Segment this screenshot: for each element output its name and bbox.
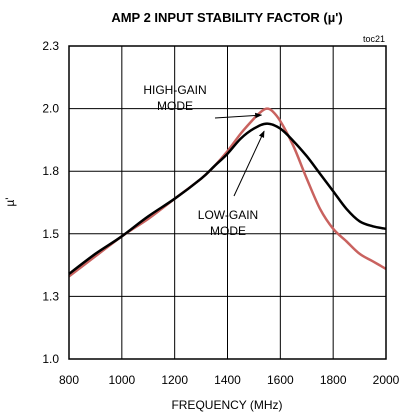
annotations: HIGH-GAIN MODE LOW-GAIN MODE (143, 83, 265, 238)
y-tick-label: 1.5 (42, 227, 59, 241)
plot-frame (68, 45, 387, 360)
x-tick-label: 1200 (161, 373, 188, 387)
x-tick-labels: 800 1000 1200 1400 1600 1800 2000 (59, 373, 400, 387)
x-tick-label: 1000 (108, 373, 135, 387)
series-layer (68, 107, 387, 278)
annotation-arrow (214, 112, 263, 119)
y-tick-label: 2.3 (42, 39, 59, 53)
x-tick-label: 1400 (214, 373, 241, 387)
annotation-label: MODE (210, 224, 246, 238)
annotation-label: MODE (157, 99, 193, 113)
x-tick-label: 2000 (373, 373, 400, 387)
series-line-low-gain-mode (68, 122, 387, 275)
y-tick-label: 1.3 (42, 289, 59, 303)
annotation-arrow (233, 130, 265, 197)
x-tick-label: 1800 (320, 373, 347, 387)
x-tick-label: 1600 (267, 373, 294, 387)
annotation-label: HIGH-GAIN (143, 83, 206, 97)
chart-tag: toc21 (363, 34, 385, 44)
y-axis-label: µ' (3, 197, 17, 206)
y-tick-label: 1.0 (42, 352, 59, 366)
y-tick-labels: 1.0 1.3 1.5 1.8 2.0 2.3 (42, 39, 59, 366)
x-axis-label: FREQUENCY (MHz) (171, 398, 282, 412)
x-tick-label: 800 (59, 373, 79, 387)
grid (68, 45, 387, 360)
annotation-label: LOW-GAIN (198, 208, 258, 222)
y-tick-label: 2.0 (42, 102, 59, 116)
y-tick-label: 1.8 (42, 164, 59, 178)
chart-title: AMP 2 INPUT STABILITY FACTOR (µ') (111, 10, 342, 25)
